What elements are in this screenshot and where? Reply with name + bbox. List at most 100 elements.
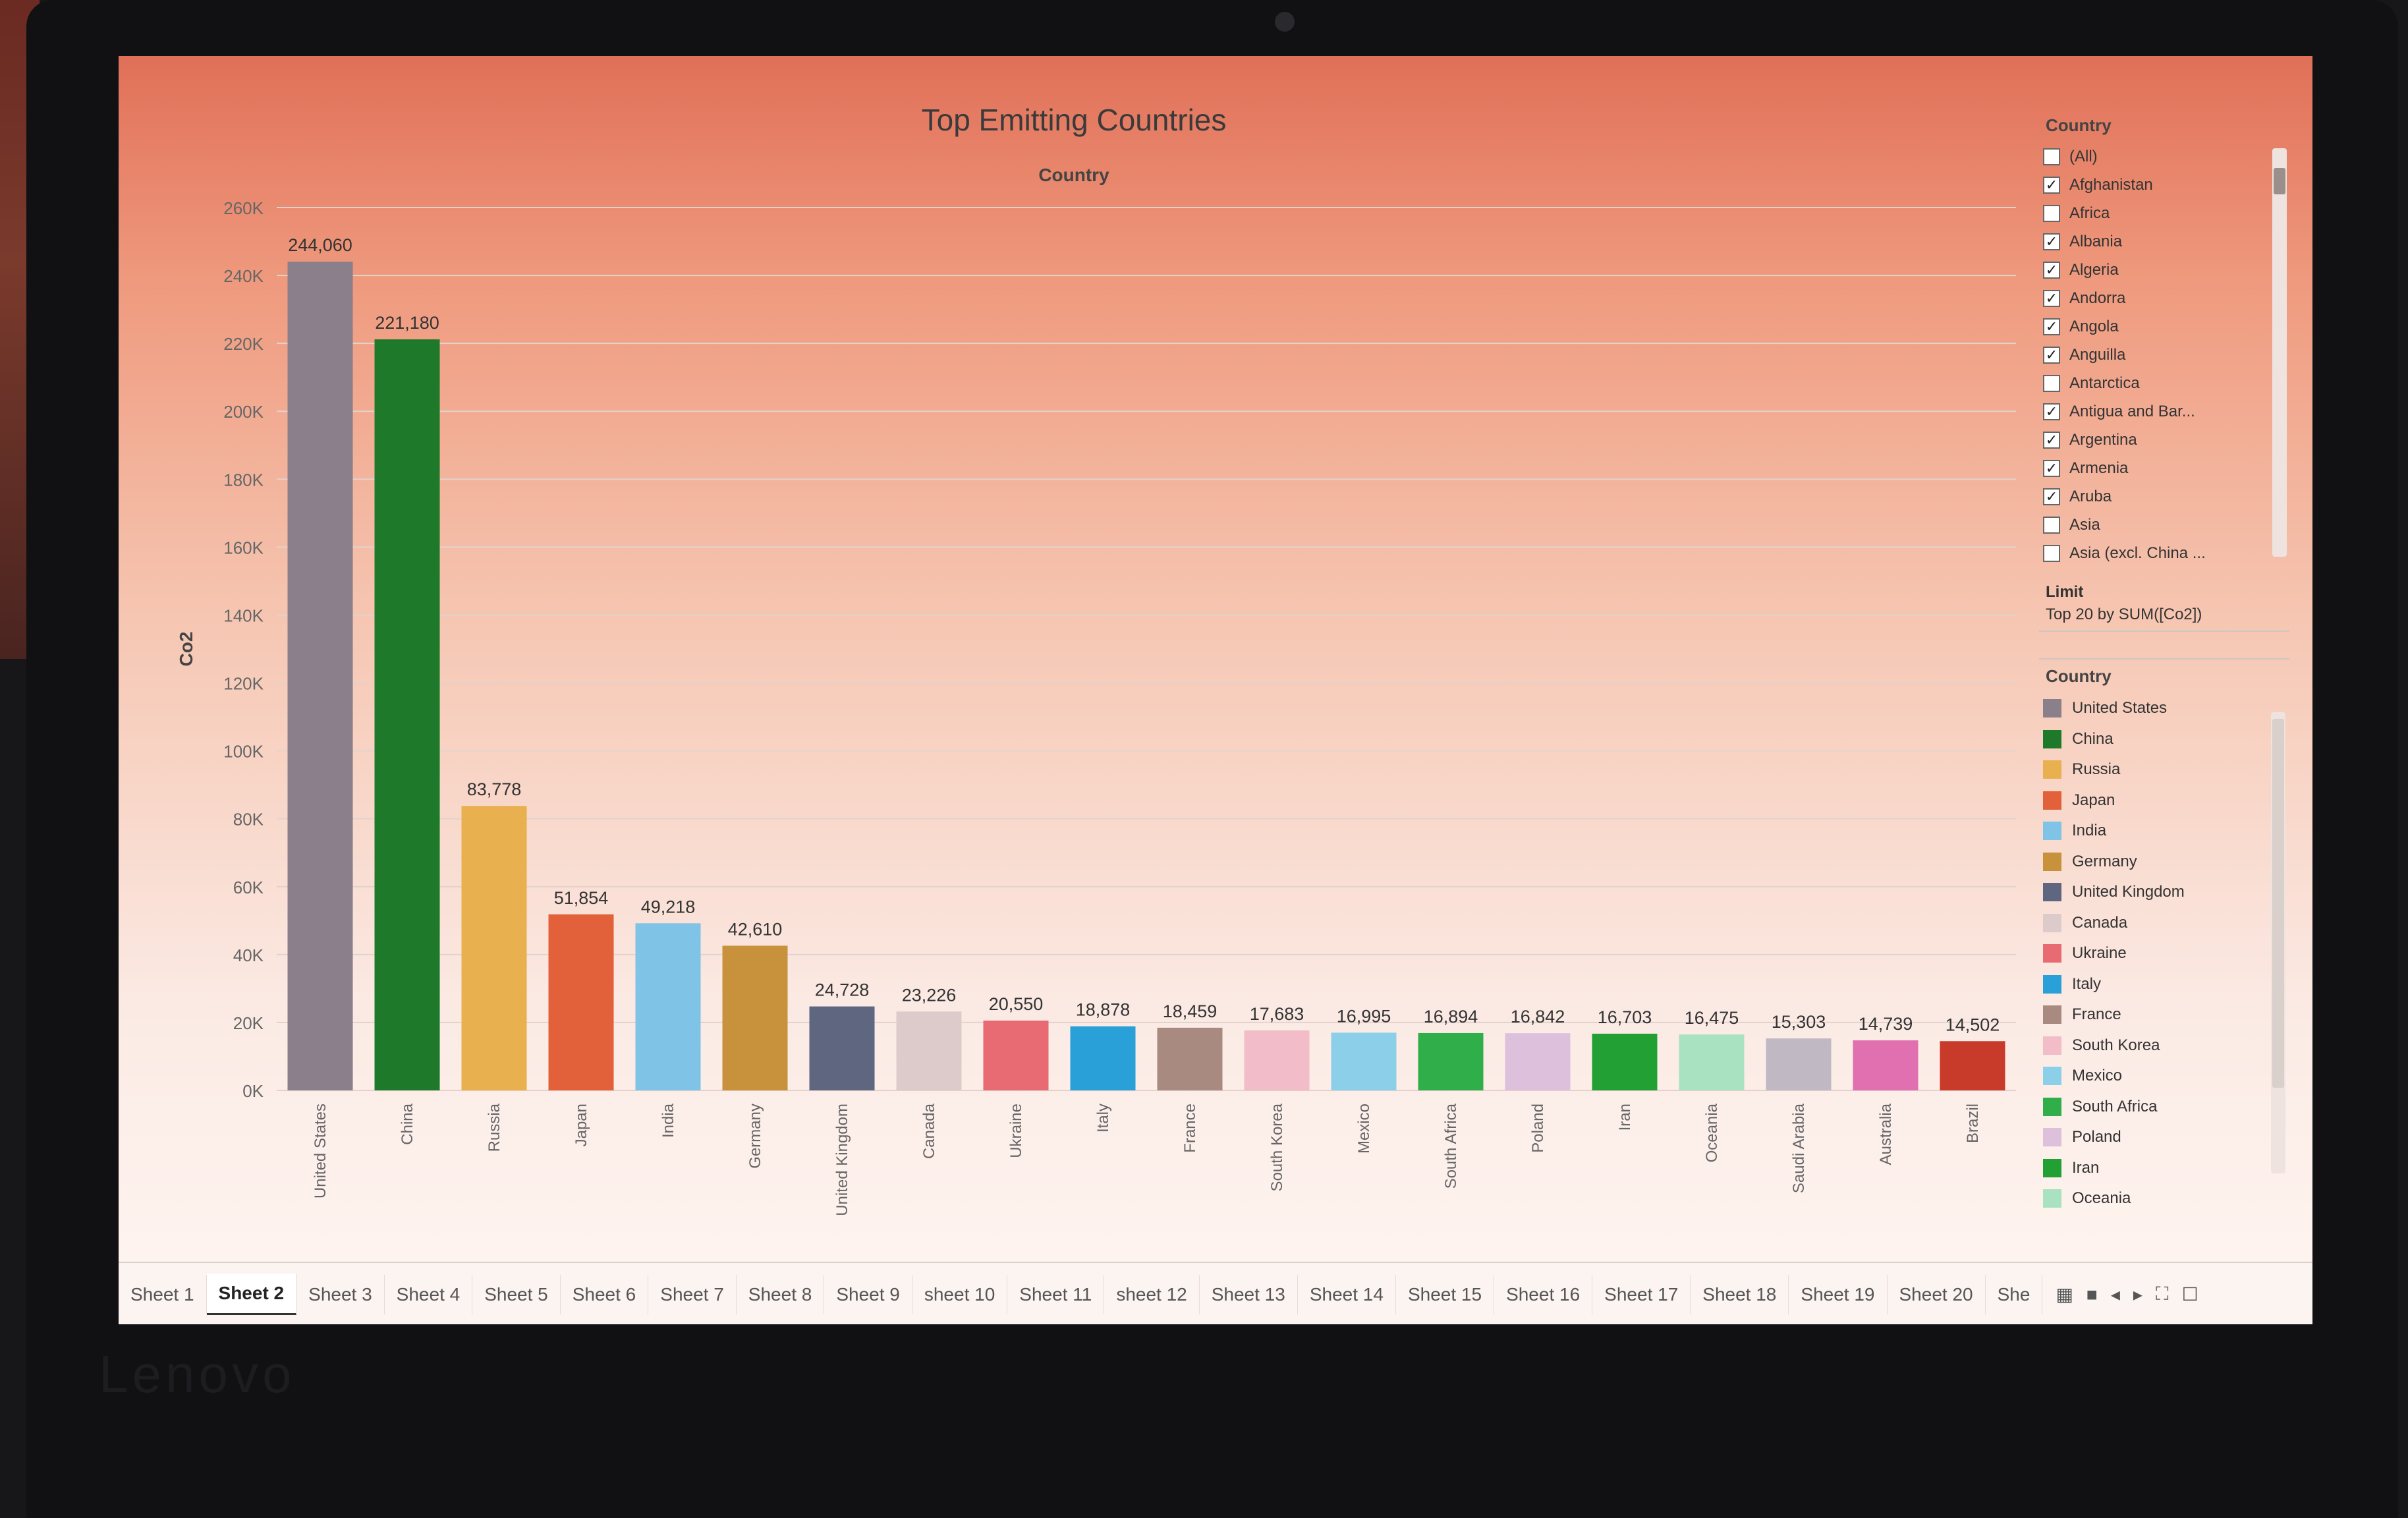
legend-item[interactable]: United States: [2043, 693, 2263, 724]
bar[interactable]: [461, 806, 527, 1090]
bar[interactable]: [1679, 1034, 1745, 1090]
bar[interactable]: [722, 945, 788, 1090]
checkbox-checked-icon[interactable]: ✓: [2043, 289, 2060, 307]
legend-item[interactable]: South Africa: [2043, 1092, 2263, 1123]
filter-item[interactable]: ✓ Andorra: [2043, 284, 2266, 312]
legend-item[interactable]: Iran: [2043, 1153, 2263, 1184]
legend-item[interactable]: China: [2043, 724, 2263, 755]
filter-item[interactable]: Africa: [2043, 199, 2266, 227]
bar[interactable]: [635, 923, 701, 1090]
filmstrip-view-icon[interactable]: ■: [2086, 1283, 2098, 1305]
legend-item[interactable]: Japan: [2043, 785, 2263, 816]
scroll-left-icon[interactable]: ◂: [2110, 1284, 2120, 1305]
sheet-tab[interactable]: She: [1986, 1274, 2043, 1314]
bar[interactable]: [1418, 1032, 1484, 1090]
checkbox-unchecked-icon[interactable]: [2043, 544, 2060, 562]
sheet-tab[interactable]: Sheet 11: [1007, 1274, 1105, 1314]
sheet-tab[interactable]: Sheet 2: [206, 1274, 297, 1315]
sheet-tab[interactable]: Sheet 19: [1789, 1274, 1888, 1314]
sheet-tab[interactable]: Sheet 14: [1298, 1274, 1396, 1314]
legend-item[interactable]: Mexico: [2043, 1061, 2263, 1092]
bar[interactable]: [287, 262, 353, 1090]
legend-item[interactable]: Poland: [2043, 1122, 2263, 1153]
checkbox-unchecked-icon[interactable]: [2043, 374, 2060, 392]
legend-scroll-thumb[interactable]: [2272, 719, 2284, 1088]
bar[interactable]: [1244, 1030, 1310, 1090]
sheet-tab[interactable]: Sheet 16: [1494, 1274, 1593, 1314]
sheet-tab[interactable]: Sheet 13: [1200, 1274, 1298, 1314]
bar[interactable]: [1505, 1033, 1571, 1090]
fullscreen-icon[interactable]: ⛶: [2155, 1283, 2169, 1304]
legend-item[interactable]: Russia: [2043, 754, 2263, 785]
sheet-tab[interactable]: Sheet 6: [561, 1274, 649, 1314]
sheet-tab[interactable]: sheet 10: [912, 1274, 1008, 1314]
sheet-tab[interactable]: sheet 12: [1104, 1274, 1200, 1314]
sheet-tab[interactable]: Sheet 9: [824, 1274, 912, 1314]
sheet-tab[interactable]: Sheet 18: [1691, 1274, 1789, 1314]
bar[interactable]: [1766, 1038, 1832, 1090]
bar[interactable]: [548, 914, 614, 1090]
legend-item[interactable]: South Korea: [2043, 1030, 2263, 1061]
legend-item[interactable]: Germany: [2043, 847, 2263, 878]
bar[interactable]: [1940, 1041, 2005, 1090]
filter-item[interactable]: ✓ Algeria: [2043, 256, 2266, 284]
bar[interactable]: [896, 1011, 962, 1090]
sheet-tab[interactable]: Sheet 4: [385, 1274, 473, 1314]
bar-chart[interactable]: 0K 20K 40K 60K 80K 100K 120K 140K 160K 180K 200K 22…: [119, 56, 2029, 1262]
sheet-tab[interactable]: Sheet 5: [472, 1274, 561, 1314]
bar[interactable]: [374, 339, 440, 1090]
sheet-tab[interactable]: Sheet 3: [296, 1274, 385, 1314]
bar[interactable]: [1592, 1033, 1658, 1090]
filter-item[interactable]: ✓ Aruba: [2043, 482, 2266, 511]
presentation-icon[interactable]: ☐: [2181, 1284, 2198, 1305]
legend-item[interactable]: United Kingdom: [2043, 877, 2263, 908]
filter-scroll-thumb[interactable]: [2274, 168, 2285, 194]
filter-item[interactable]: Asia (excl. China ...: [2043, 539, 2266, 567]
bar[interactable]: [809, 1006, 875, 1090]
color-legend-card: Country United States China Russia Japan Ind…: [2039, 658, 2289, 1226]
scroll-right-icon[interactable]: ▸: [2133, 1284, 2142, 1305]
filter-item[interactable]: ✓ Antigua and Bar...: [2043, 397, 2266, 426]
checkbox-checked-icon[interactable]: ✓: [2043, 318, 2060, 335]
bar[interactable]: [1853, 1040, 1918, 1090]
legend-item[interactable]: France: [2043, 999, 2263, 1030]
sheet-tab[interactable]: Sheet 1: [119, 1274, 207, 1314]
filter-item[interactable]: Antarctica: [2043, 369, 2266, 397]
checkbox-checked-icon[interactable]: ✓: [2043, 346, 2060, 364]
filter-item[interactable]: ✓ Armenia: [2043, 454, 2266, 482]
legend-item[interactable]: Italy: [2043, 969, 2263, 1000]
legend-item[interactable]: India: [2043, 816, 2263, 847]
bar[interactable]: [1157, 1027, 1223, 1090]
filter-item[interactable]: ✓ Angola: [2043, 312, 2266, 341]
filter-item[interactable]: ✓ Anguilla: [2043, 341, 2266, 369]
filter-item[interactable]: ✓ Afghanistan: [2043, 171, 2266, 199]
legend-item[interactable]: Oceania: [2043, 1183, 2263, 1214]
checkbox-checked-icon[interactable]: ✓: [2043, 233, 2060, 250]
filter-item[interactable]: ✓ Albania: [2043, 227, 2266, 256]
sheet-tab[interactable]: Sheet 20: [1888, 1274, 1986, 1314]
filter-scrollbar[interactable]: [2272, 148, 2287, 557]
legend-item[interactable]: Ukraine: [2043, 938, 2263, 969]
checkbox-checked-icon[interactable]: ✓: [2043, 459, 2060, 477]
bar[interactable]: [983, 1021, 1049, 1090]
grid-view-icon[interactable]: ▦: [2056, 1284, 2073, 1305]
checkbox-unchecked-icon[interactable]: [2043, 516, 2060, 534]
checkbox-unchecked-icon[interactable]: [2043, 148, 2060, 165]
sheet-tab[interactable]: Sheet 17: [1592, 1274, 1691, 1314]
checkbox-unchecked-icon[interactable]: [2043, 204, 2060, 222]
filter-item[interactable]: ✓ Argentina: [2043, 426, 2266, 454]
sheet-tab[interactable]: Sheet 7: [648, 1274, 737, 1314]
checkbox-checked-icon[interactable]: ✓: [2043, 261, 2060, 279]
legend-item[interactable]: Canada: [2043, 908, 2263, 939]
checkbox-checked-icon[interactable]: ✓: [2043, 403, 2060, 420]
filter-item[interactable]: Asia: [2043, 511, 2266, 539]
sheet-tab[interactable]: Sheet 8: [737, 1274, 825, 1314]
bar[interactable]: [1070, 1026, 1136, 1090]
checkbox-checked-icon[interactable]: ✓: [2043, 488, 2060, 505]
checkbox-checked-icon[interactable]: ✓: [2043, 431, 2060, 449]
checkbox-checked-icon[interactable]: ✓: [2043, 176, 2060, 194]
filter-item[interactable]: (All): [2043, 142, 2266, 171]
legend-scrollbar[interactable]: [2271, 712, 2285, 1173]
sheet-tab[interactable]: Sheet 15: [1396, 1274, 1495, 1314]
bar[interactable]: [1331, 1032, 1397, 1090]
